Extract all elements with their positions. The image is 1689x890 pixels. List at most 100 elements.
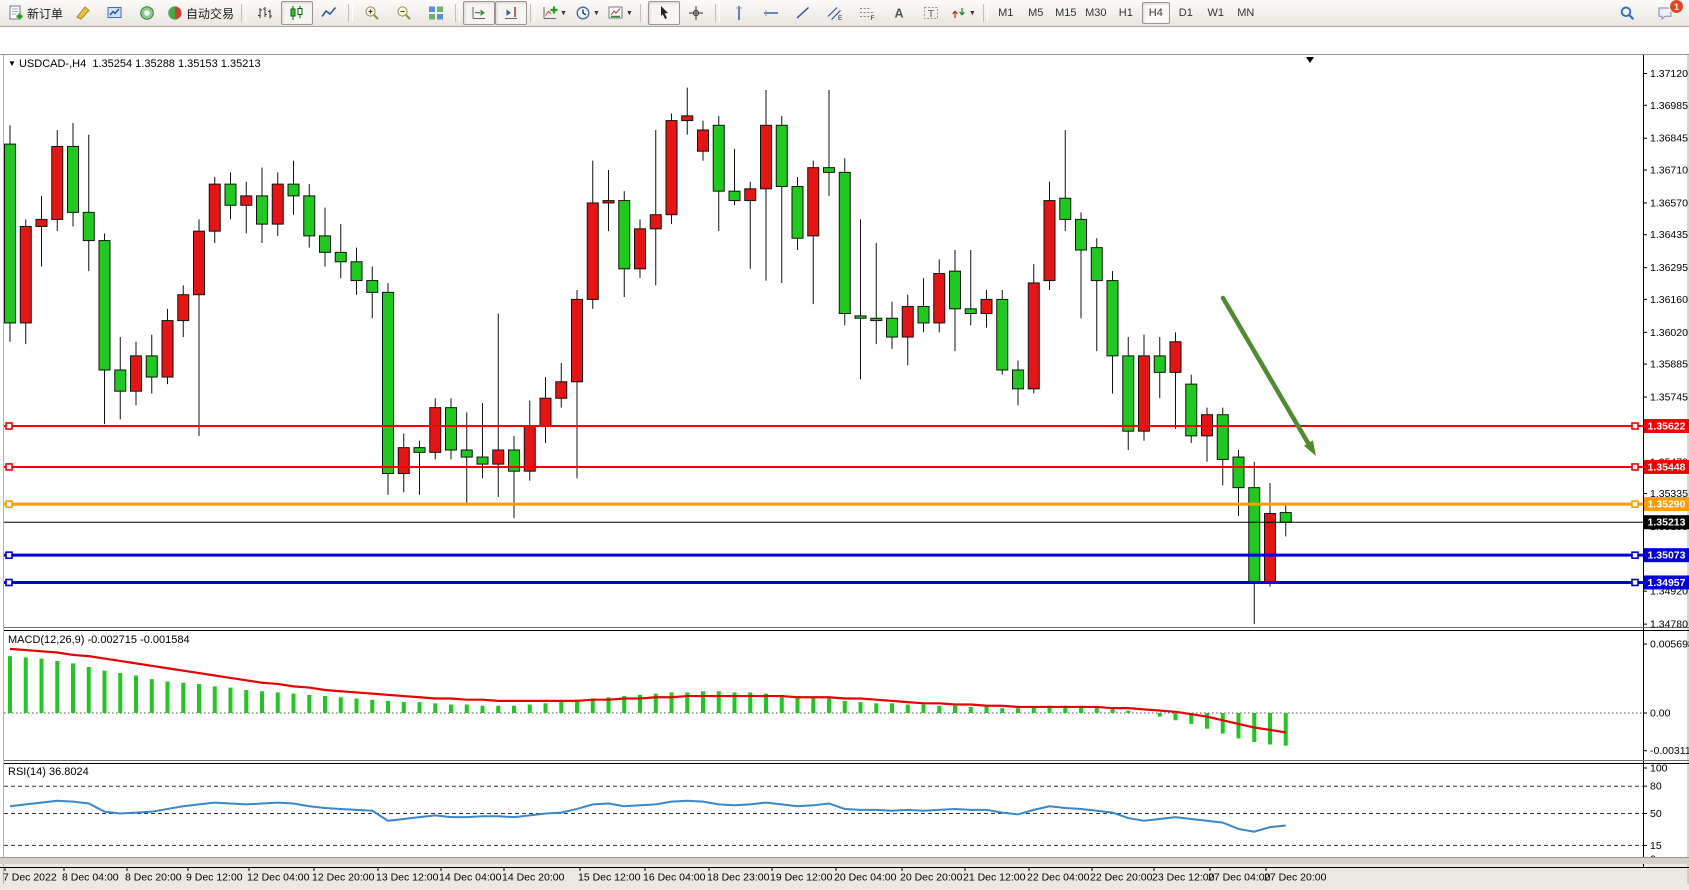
svg-text:80: 80 xyxy=(1650,781,1662,793)
svg-text:0.00: 0.00 xyxy=(1650,708,1671,720)
svg-text:1.36295: 1.36295 xyxy=(1650,262,1688,274)
toolbar-separator xyxy=(982,4,988,22)
indicators-button[interactable]: ▼ xyxy=(538,1,571,25)
bars-icon xyxy=(258,7,273,19)
svg-text:A: A xyxy=(894,7,903,21)
timeframe-group: M1 M5 M15 M30 H1 H4 D1 W1 MN xyxy=(991,2,1261,24)
search-icon xyxy=(1620,6,1635,20)
timeframe-m1-button[interactable]: M1 xyxy=(998,7,1014,19)
price-axis[interactable] xyxy=(1644,55,1689,867)
search-button[interactable] xyxy=(1611,1,1643,25)
timeframe-h4-button[interactable]: H4 xyxy=(1141,2,1170,24)
equidistant-channel-button[interactable]: E xyxy=(819,1,851,25)
svg-text:1.35213: 1.35213 xyxy=(1648,517,1686,529)
candlestick-chart-button[interactable] xyxy=(281,1,314,25)
timeframe-mn-button[interactable]: MN xyxy=(1237,7,1255,19)
crosshair-button[interactable] xyxy=(680,1,712,25)
notification-badge: 1 xyxy=(1669,0,1684,14)
rsi-line xyxy=(9,799,1286,833)
styler-icon xyxy=(76,6,90,20)
svg-text:E: E xyxy=(838,15,843,21)
zoomout-icon xyxy=(397,6,411,20)
line-chart-button[interactable] xyxy=(313,1,345,25)
fibonacci-button[interactable]: F xyxy=(851,1,883,25)
timeframe-m30-button[interactable]: M30 xyxy=(1085,7,1107,19)
macd-signal-line xyxy=(9,647,1286,734)
periods-button[interactable]: ▼ xyxy=(571,1,604,25)
time-axis[interactable] xyxy=(0,868,1644,884)
timeframe-m15-button[interactable]: M15 xyxy=(1055,7,1077,19)
horizontal-line-button[interactable] xyxy=(755,1,787,25)
hline-1.35213[interactable]: 1.35213 xyxy=(4,515,1689,530)
zoomin-icon xyxy=(365,6,379,20)
charts-button[interactable] xyxy=(99,1,131,25)
tile-windows-button[interactable] xyxy=(420,1,452,25)
hline-icon xyxy=(763,10,778,16)
cursor-button[interactable] xyxy=(647,1,680,25)
rsi-indicator-label: RSI(14) 36.8024 xyxy=(8,766,89,778)
vline-icon xyxy=(735,6,742,20)
chart-shift-marker[interactable] xyxy=(1306,57,1314,63)
window-bottom-edge xyxy=(0,857,1689,864)
notifications-button[interactable]: 1 xyxy=(1649,0,1684,25)
hline-1.35622[interactable]: 1.35622 xyxy=(4,419,1689,433)
svg-text:1.36710: 1.36710 xyxy=(1650,165,1688,177)
svg-text:1.36020: 1.36020 xyxy=(1650,327,1688,339)
timeframe-w1-button[interactable]: W1 xyxy=(1207,7,1225,19)
svg-text:-0.003115: -0.003115 xyxy=(1650,745,1689,757)
toolbar-separator xyxy=(348,4,354,22)
hline-1.34957[interactable]: 1.34957 xyxy=(4,575,1689,590)
arrows-button[interactable]: ▼ xyxy=(947,1,980,25)
svg-text:1.35885: 1.35885 xyxy=(1650,359,1688,371)
text-label-button[interactable]: T xyxy=(915,1,947,25)
vertical-line-button[interactable] xyxy=(723,1,755,25)
channel-icon: E xyxy=(827,7,843,21)
hline-1.35448[interactable]: 1.35448 xyxy=(4,459,1689,474)
auto-scroll-button[interactable] xyxy=(463,1,496,25)
community-button[interactable] xyxy=(131,1,163,25)
crosshair-icon xyxy=(688,6,703,20)
templates-button[interactable]: ▼ xyxy=(604,1,637,25)
svg-text:1.35745: 1.35745 xyxy=(1650,392,1688,404)
svg-text:1.35290: 1.35290 xyxy=(1648,499,1686,511)
chart-area[interactable]: 1.37120 1.36985 1.36845 1.36710 1.36570 1.364… xyxy=(0,27,1689,890)
timeframe-d1-button[interactable]: D1 xyxy=(1178,7,1193,19)
styler-button[interactable] xyxy=(67,1,99,25)
chart-dropdown-icon[interactable]: ▼ xyxy=(8,59,16,68)
zoom-in-button[interactable] xyxy=(356,1,388,25)
toolbar-separator xyxy=(241,4,247,22)
text-icon: A xyxy=(894,7,903,21)
svg-text:1.36845: 1.36845 xyxy=(1650,133,1688,145)
svg-text:1.34957: 1.34957 xyxy=(1648,577,1686,589)
hline-1.35290[interactable]: 1.35290 xyxy=(4,497,1689,512)
svg-text:1.36570: 1.36570 xyxy=(1650,197,1688,209)
indicators-icon xyxy=(543,6,558,19)
svg-text:1.36435: 1.36435 xyxy=(1650,229,1688,241)
trend-line-button[interactable] xyxy=(787,1,819,25)
text-button[interactable]: A xyxy=(883,1,915,25)
zoom-out-button[interactable] xyxy=(388,1,420,25)
chart-window[interactable]: 1.37120 1.36985 1.36845 1.36710 1.36570 1.364… xyxy=(0,27,1689,884)
chart-shift-button[interactable] xyxy=(495,1,528,25)
timeframe-h1-button[interactable]: H1 xyxy=(1118,7,1133,19)
shift-icon xyxy=(505,7,518,19)
svg-text:100: 100 xyxy=(1650,763,1668,775)
trend-arrow[interactable] xyxy=(1220,295,1316,456)
hline-1.35073[interactable]: 1.35073 xyxy=(4,548,1689,563)
chart-symbol: USDCAD-,H4 xyxy=(18,58,87,70)
macd-indicator-label: MACD(12,26,9) -0.002715 -0.001584 xyxy=(8,634,190,646)
toolbar-separator xyxy=(639,4,645,22)
line-icon xyxy=(321,7,337,17)
fibo-icon: F xyxy=(859,8,874,21)
trend-icon xyxy=(796,6,809,19)
autoscroll-icon xyxy=(472,7,486,19)
svg-text:1.36985: 1.36985 xyxy=(1650,100,1688,112)
toolbar-separator xyxy=(530,4,536,22)
toolbar-separator xyxy=(714,4,720,22)
timeframe-m5-button[interactable]: M5 xyxy=(1028,7,1044,19)
new-order-button[interactable]: 新订单 xyxy=(4,1,67,25)
auto-trading-button[interactable]: 自动交易 xyxy=(163,1,238,25)
main-toolbar: 新订单 自动交易 ▼ ▼ ▼ E F A T ▼ M1 M5 M15 M30 H1 H4 D1 W1 MN 1 xyxy=(0,0,1689,27)
bar-chart-button[interactable] xyxy=(249,1,281,25)
candles xyxy=(4,87,1292,625)
